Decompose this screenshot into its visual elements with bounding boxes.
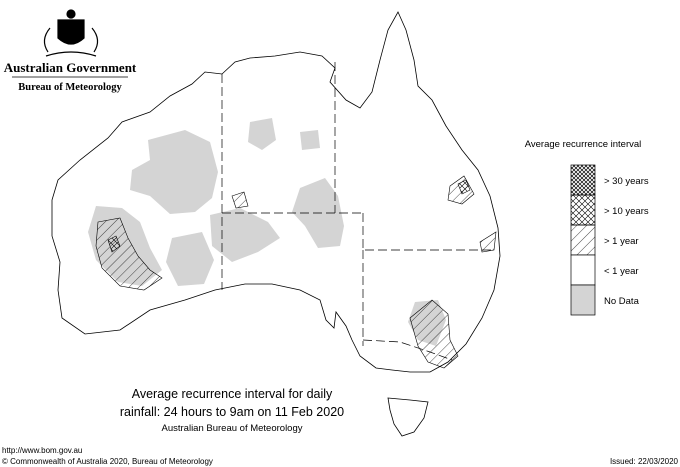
crest bbox=[43, 9, 99, 57]
legend-label: No Data bbox=[604, 296, 640, 307]
caption-line: Average recurrence interval for daily bbox=[132, 387, 333, 401]
legend-labels: > 30 years > 10 years > 1 year < 1 year … bbox=[604, 176, 649, 307]
legend-label: > 1 year bbox=[604, 236, 639, 247]
legend-label: < 1 year bbox=[604, 266, 639, 277]
mainland bbox=[51, 11, 501, 373]
legend-swatches bbox=[570, 164, 596, 316]
tasmania bbox=[387, 397, 429, 437]
footer-url: http://www.bom.gov.au bbox=[2, 446, 82, 455]
caption-line: rainfall: 24 hours to 9am on 11 Feb 2020 bbox=[120, 405, 344, 419]
footer-copyright: © Commonwealth of Australia 2020, Bureau… bbox=[2, 457, 213, 466]
footer-issued: Issued: 22/03/2020 bbox=[610, 457, 679, 466]
government-title: Australian Government bbox=[4, 60, 137, 75]
state-borders bbox=[221, 62, 492, 361]
legend-label: > 10 years bbox=[604, 206, 649, 217]
bureau-title: Bureau of Meteorology bbox=[18, 82, 122, 93]
legend-title: Average recurrence interval bbox=[525, 139, 642, 150]
legend-label: > 30 years bbox=[604, 176, 649, 187]
caption-line: Australian Bureau of Meteorology bbox=[162, 423, 303, 434]
recurrence-regions bbox=[95, 175, 497, 369]
